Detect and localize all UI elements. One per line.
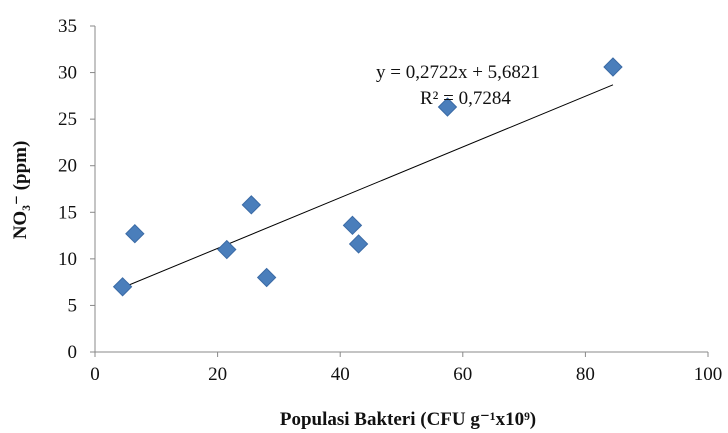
y-tick-label: 25 bbox=[58, 109, 77, 130]
y-tick-label: 30 bbox=[58, 63, 77, 84]
data-points bbox=[112, 57, 623, 297]
data-point-4 bbox=[241, 195, 262, 215]
data-point-8 bbox=[437, 97, 458, 117]
y-axis-title: NO₃⁻ (ppm) bbox=[10, 141, 31, 240]
trendline-group bbox=[122, 84, 614, 289]
x-tick-label: 80 bbox=[576, 364, 595, 385]
y-tick-label: 15 bbox=[58, 202, 77, 223]
x-tick-label: 60 bbox=[453, 364, 472, 385]
x-tick-label: 100 bbox=[694, 364, 723, 385]
y-tick-label: 35 bbox=[58, 16, 77, 37]
x-tick-label: 20 bbox=[208, 364, 227, 385]
axis-ticks: 0 20 40 60 80 100 0 5 10 15 20 25 30 35 bbox=[58, 16, 722, 385]
trendline-r-squared: R² = 0,7284 bbox=[420, 88, 511, 109]
data-point-9 bbox=[603, 57, 623, 77]
y-tick-label: 5 bbox=[68, 295, 78, 316]
x-tick-label: 40 bbox=[331, 364, 350, 385]
linear-trendline bbox=[122, 84, 614, 289]
trendline-equation: y = 0,2722x + 5,6821 bbox=[376, 62, 540, 83]
x-axis-title: Populasi Bakteri (CFU g⁻¹x10⁹) bbox=[280, 409, 536, 430]
data-point-1 bbox=[112, 277, 133, 297]
data-point-6 bbox=[342, 215, 363, 236]
y-tick-label: 0 bbox=[68, 342, 78, 363]
x-tick-label: 0 bbox=[90, 364, 100, 385]
y-tick-label: 20 bbox=[58, 156, 77, 177]
data-point-7 bbox=[348, 234, 369, 254]
data-point-5 bbox=[256, 267, 277, 288]
plot-area: 0 20 40 60 80 100 0 5 10 15 20 25 30 35 bbox=[58, 16, 722, 385]
data-point-2 bbox=[125, 224, 145, 244]
data-point-3 bbox=[217, 239, 237, 260]
y-tick-label: 10 bbox=[58, 249, 77, 270]
